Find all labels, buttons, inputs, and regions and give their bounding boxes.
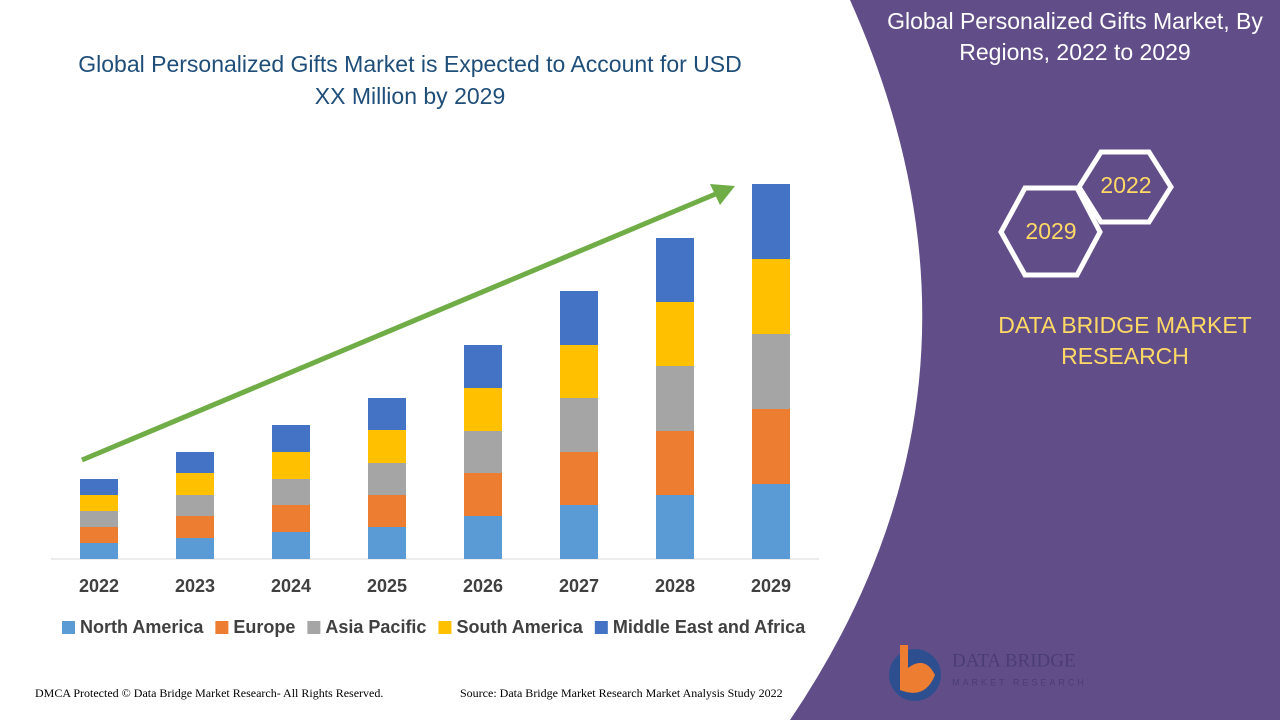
legend-swatch — [438, 621, 452, 634]
x-tick-label: 2023 — [175, 576, 215, 596]
bar-segment — [560, 345, 598, 398]
bar-segment — [656, 366, 694, 431]
bar-segment — [176, 473, 214, 495]
bar-segment — [464, 388, 502, 431]
logo-text: DATA BRIDGE — [952, 650, 1076, 671]
legend-swatch — [215, 621, 229, 634]
title-box: Global Personalized Gifts Market is Expe… — [78, 51, 742, 109]
legend-swatch — [307, 621, 321, 634]
bar-segment — [80, 527, 118, 543]
bar-segment — [176, 516, 214, 538]
bar-segment — [656, 302, 694, 366]
bar-segment — [656, 238, 694, 302]
brand-box: DATA BRIDGE MARKET RESEARCH — [998, 312, 1252, 369]
bar-segment — [368, 495, 406, 527]
logo-text: MARKET RESEARCH — [952, 677, 1087, 687]
bar-segment — [752, 409, 790, 484]
bar-segment — [464, 345, 502, 388]
bar-segment — [560, 291, 598, 345]
bar-segment — [80, 495, 118, 511]
hex-label: 2022 — [1100, 172, 1151, 198]
brand: DATA BRIDGE MARKET RESEARCH — [998, 312, 1252, 369]
bar-segment — [560, 452, 598, 505]
bar-segment — [656, 495, 694, 559]
x-tick-label: 2024 — [271, 576, 311, 596]
plot: 2022 2023 2024 2025 2026 2027 2028 2029 North Am… — [62, 184, 806, 637]
bar-segment — [656, 431, 694, 495]
x-tick-label: 2027 — [559, 576, 599, 596]
logo-icon — [900, 645, 935, 693]
hexagon — [998, 185, 1103, 278]
legend-label: Europe — [233, 617, 295, 637]
bar-segment — [176, 495, 214, 516]
bar-segment — [272, 505, 310, 532]
trend-arrow — [81, 190, 719, 463]
bar-segment — [752, 334, 790, 409]
bar-segment — [464, 473, 502, 516]
legend-label: South America — [456, 617, 583, 637]
bar-segment — [272, 452, 310, 479]
bar-segment — [560, 505, 598, 559]
x-tick-label: 2022 — [79, 576, 119, 596]
footer-text: Source: Data Bridge Market Research Mark… — [460, 686, 783, 700]
bar-segment — [272, 425, 310, 452]
bar-segment — [752, 184, 790, 259]
bar-segment — [368, 430, 406, 463]
bar-segment — [752, 484, 790, 559]
bar-segment — [272, 532, 310, 559]
bar-segment — [176, 538, 214, 559]
legend-label: North America — [80, 617, 204, 637]
bar-segment — [368, 398, 406, 430]
bar-segment — [560, 398, 598, 452]
bar-segment — [464, 516, 502, 559]
x-tick-label: 2028 — [655, 576, 695, 596]
legend-label: Middle East and Africa — [613, 617, 806, 637]
bar-segment — [752, 259, 790, 334]
bar-segment — [80, 511, 118, 527]
legend-label: Asia Pacific — [325, 617, 426, 637]
x-tick-label: 2026 — [463, 576, 503, 596]
arrow-head — [710, 184, 735, 205]
bar-segment — [464, 431, 502, 473]
panel-title-box: Global Personalized Gifts Market, By Reg… — [887, 8, 1263, 65]
legend-swatch — [594, 621, 608, 634]
footer-text: DMCA Protected © Data Bridge Market Rese… — [35, 686, 383, 700]
x-tick-label: 2029 — [751, 576, 791, 596]
bar-segment — [80, 479, 118, 495]
x-tick-label: 2025 — [367, 576, 407, 596]
bar-segment — [368, 463, 406, 495]
chart-title: Global Personalized Gifts Market is Expe… — [78, 51, 742, 109]
legend-swatch — [62, 621, 75, 634]
side-panel — [790, 0, 1280, 720]
bar-segment — [272, 479, 310, 505]
bar-segment — [368, 527, 406, 559]
panel-title: Global Personalized Gifts Market, By Reg… — [887, 8, 1263, 65]
bar-segment — [176, 452, 214, 473]
hex-label: 2029 — [1025, 218, 1076, 244]
bar-segment — [80, 543, 118, 559]
